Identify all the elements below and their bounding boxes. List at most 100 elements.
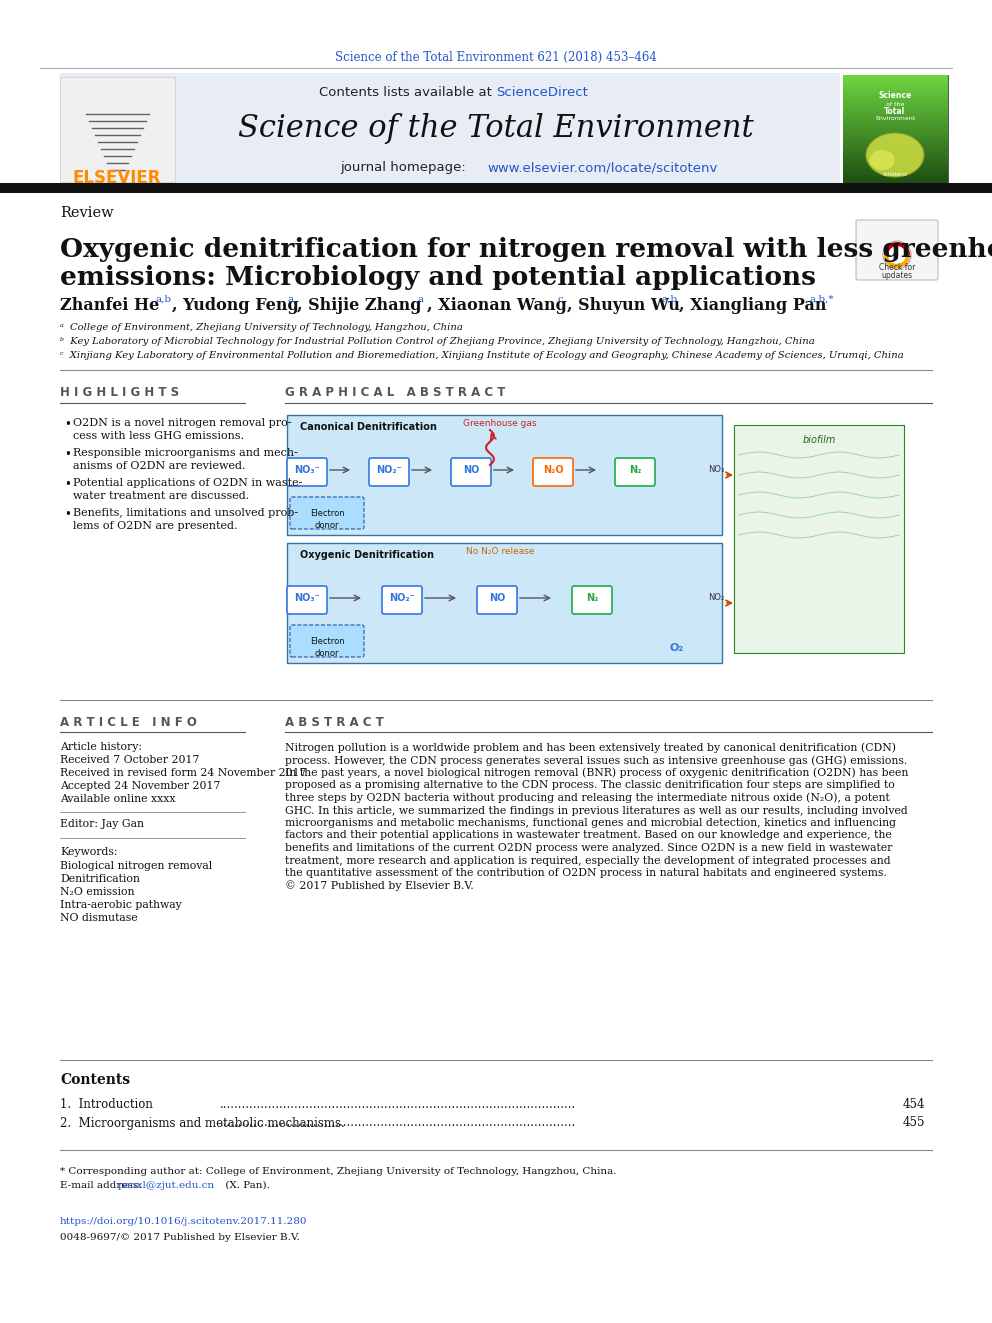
Text: A B S T R A C T: A B S T R A C T [285,716,384,729]
Text: Environment: Environment [875,115,916,120]
Bar [843,107,948,108]
Bar [843,157,948,159]
Text: factors and their potential applications in wastewater treatment. Based on our k: factors and their potential applications… [285,831,892,840]
Text: Accepted 24 November 2017: Accepted 24 November 2017 [60,781,220,791]
Bar [843,167,948,169]
Text: water treatment are discussed.: water treatment are discussed. [73,491,249,501]
Text: c: c [558,295,563,303]
Bar [843,81,948,83]
FancyBboxPatch shape [287,586,327,614]
Bar [843,119,948,120]
Text: •: • [64,418,70,431]
Circle shape [883,241,911,269]
Text: Editor: Jay Gan: Editor: Jay Gan [60,819,144,830]
Text: Biological nitrogen removal: Biological nitrogen removal [60,861,212,871]
Text: Oxygenic Denitrification: Oxygenic Denitrification [300,550,434,560]
Bar [843,124,948,127]
Bar [843,179,948,181]
Bar [843,181,948,183]
Bar [843,143,948,146]
Bar [843,159,948,161]
Text: NO₂⁻: NO₂⁻ [389,593,415,603]
FancyBboxPatch shape [615,458,655,486]
Text: ScienceDirect: ScienceDirect [496,86,588,98]
Text: Greenhouse gas: Greenhouse gas [463,418,537,427]
FancyBboxPatch shape [451,458,491,486]
Bar [843,153,948,155]
Bar [843,105,948,107]
Text: Science of the Total Environment 621 (2018) 453–464: Science of the Total Environment 621 (20… [335,50,657,64]
Text: process. However, the CDN process generates several issues such as intensive gre: process. However, the CDN process genera… [285,755,908,766]
Text: Electron: Electron [310,508,344,517]
Bar [843,87,948,89]
Text: anisms of O2DN are reviewed.: anisms of O2DN are reviewed. [73,460,245,471]
Bar [843,171,948,173]
FancyBboxPatch shape [369,458,409,486]
Text: ................................................................................: ........................................… [220,1098,576,1111]
Text: Total: Total [885,106,906,115]
Bar [843,99,948,101]
Bar [0,183,992,193]
Bar [843,139,948,142]
Bar [843,85,948,87]
FancyBboxPatch shape [290,624,364,658]
Text: Received 7 October 2017: Received 7 October 2017 [60,755,199,765]
Bar [843,116,948,119]
Bar [843,77,948,79]
FancyBboxPatch shape [533,458,573,486]
Text: Oxygenic denitrification for nitrogen removal with less greenhouse gas: Oxygenic denitrification for nitrogen re… [60,238,992,262]
Text: Contents lists available at: Contents lists available at [318,86,496,98]
Text: www.elsevier.com/locate/scitotenv: www.elsevier.com/locate/scitotenv [487,161,717,175]
Text: A R T I C L E   I N F O: A R T I C L E I N F O [60,716,196,729]
Text: a,b,*: a,b,* [810,295,834,303]
Text: No N₂O release: No N₂O release [466,546,535,556]
Text: , Shuyun Wu: , Shuyun Wu [567,296,680,314]
Bar [287,542,722,663]
Text: Review: Review [60,206,114,220]
Bar [843,101,948,103]
Bar [843,112,948,115]
Text: cess with less GHG emissions.: cess with less GHG emissions. [73,431,244,441]
Text: N₂: N₂ [629,464,641,475]
Text: * Corresponding author at: College of Environment, Zhejiang University of Techno: * Corresponding author at: College of En… [60,1167,616,1176]
Text: , Xiangliang Pan: , Xiangliang Pan [679,296,826,314]
Text: Keywords:: Keywords: [60,847,117,857]
Text: donor: donor [314,648,339,658]
Text: NO₂: NO₂ [707,594,724,602]
Text: NO₃⁻: NO₃⁻ [294,464,319,475]
Text: 455: 455 [903,1117,925,1130]
Text: H I G H L I G H T S: H I G H L I G H T S [60,386,180,400]
Text: https://doi.org/10.1016/j.scitotenv.2017.11.280: https://doi.org/10.1016/j.scitotenv.2017… [60,1217,308,1226]
Text: NO₃: NO₃ [707,466,724,475]
Text: E-mail address:: E-mail address: [60,1180,145,1189]
Bar [734,425,904,654]
Text: Intra-aerobic pathway: Intra-aerobic pathway [60,900,182,910]
Text: of the: of the [886,102,904,106]
Text: 1.  Introduction: 1. Introduction [60,1098,153,1111]
Text: benefits and limitations of the current O2DN process were analyzed. Since O2DN i: benefits and limitations of the current … [285,843,893,853]
Bar [843,146,948,147]
Text: (X. Pan).: (X. Pan). [222,1180,270,1189]
Text: 0048-9697/© 2017 Published by Elsevier B.V.: 0048-9697/© 2017 Published by Elsevier B… [60,1233,300,1242]
Ellipse shape [870,149,895,169]
Text: ᵃ  College of Environment, Zhejiang University of Technology, Hangzhou, China: ᵃ College of Environment, Zhejiang Unive… [60,324,463,332]
Text: lems of O2DN are presented.: lems of O2DN are presented. [73,521,237,531]
Bar [843,163,948,165]
Text: panxl@zjut.edu.cn: panxl@zjut.edu.cn [118,1180,215,1189]
Text: Potential applications of O2DN in waste-: Potential applications of O2DN in waste- [73,478,303,488]
Bar [843,138,948,139]
Text: ................................................................................: ........................................… [220,1117,576,1130]
Text: a,b: a,b [662,295,679,303]
Bar [843,169,948,171]
Bar [843,127,948,130]
Text: microorganisms and metabolic mechanisms, functional genes and microbial detectio: microorganisms and metabolic mechanisms,… [285,818,896,828]
Text: a: a [288,295,294,303]
FancyBboxPatch shape [287,458,327,486]
Text: scitotenv: scitotenv [883,172,908,176]
Bar [843,134,948,135]
Bar [843,165,948,167]
Text: © 2017 Published by Elsevier B.V.: © 2017 Published by Elsevier B.V. [285,880,474,890]
Text: Electron: Electron [310,636,344,646]
Bar [843,175,948,177]
Text: N₂O emission: N₂O emission [60,886,135,897]
